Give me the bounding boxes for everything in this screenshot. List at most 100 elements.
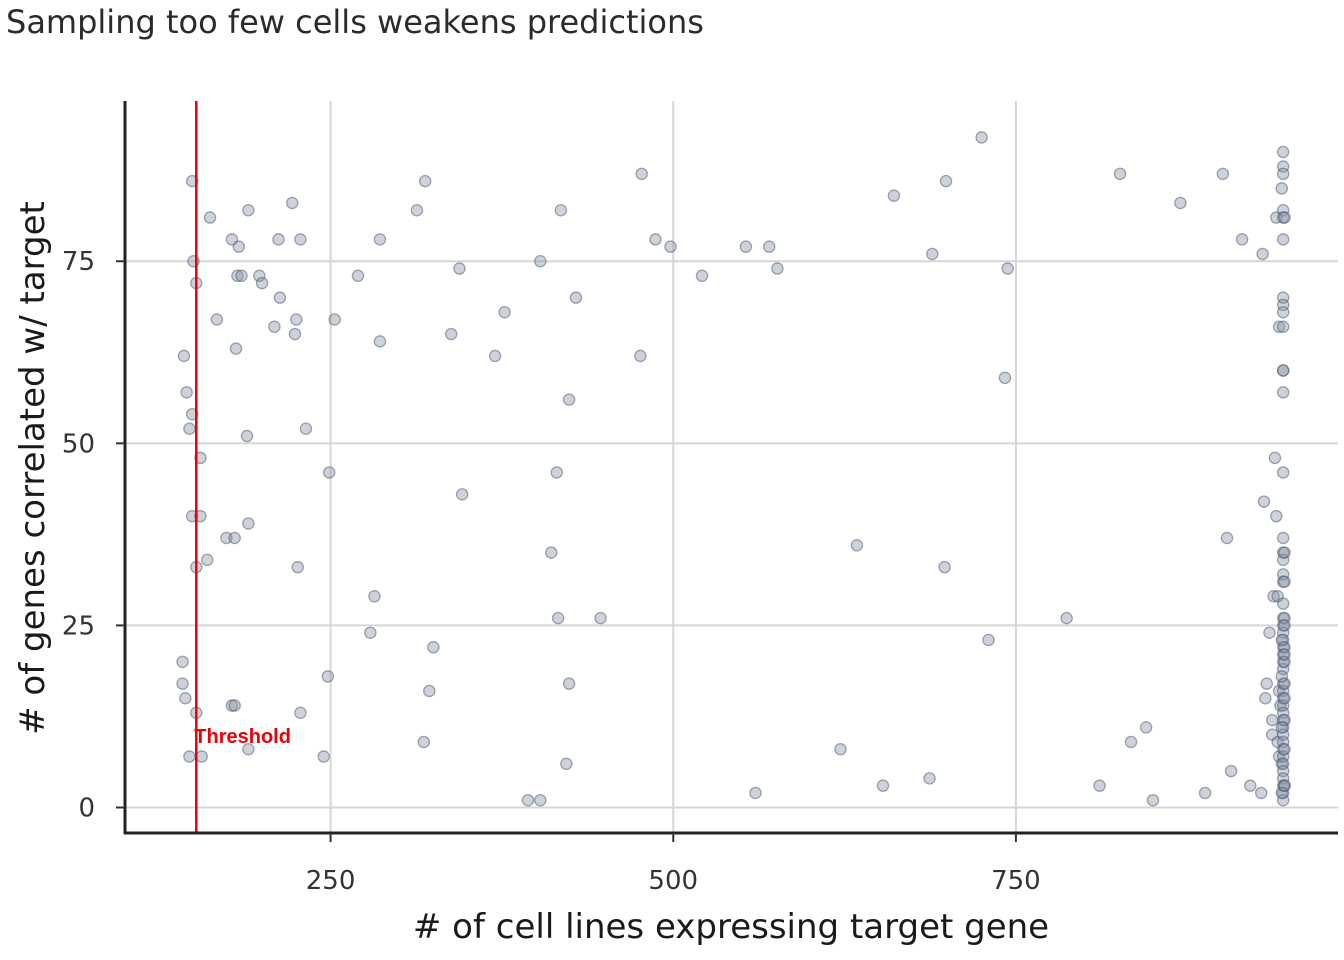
data-point-23 [242, 204, 255, 217]
data-point-3 [185, 407, 199, 421]
data-point-95 [998, 371, 1012, 385]
data-point-107 [1224, 764, 1238, 778]
data-point-98 [1093, 779, 1106, 792]
data-point-106 [1220, 531, 1234, 545]
data-point-52 [373, 233, 387, 246]
data-point-75 [594, 611, 607, 625]
data-point-29 [285, 196, 299, 210]
data-point-188 [1275, 786, 1289, 800]
data-point-109 [1244, 779, 1257, 792]
chart-title: Sampling too few cells weakens predictio… [6, 3, 704, 41]
data-point-61 [455, 488, 469, 501]
data-point-143 [1276, 466, 1290, 479]
data-point-141 [1276, 364, 1290, 377]
x-tick-label-250: 250 [306, 866, 356, 896]
data-point-88 [887, 189, 901, 202]
data-point-140 [1276, 320, 1290, 334]
data-point-59 [444, 327, 458, 341]
data-point-35 [176, 655, 189, 669]
data-point-114 [1260, 677, 1273, 690]
data-point-49 [351, 269, 365, 283]
data-point-20 [229, 342, 243, 355]
data-point-65 [534, 793, 547, 807]
data-point-129 [1275, 182, 1289, 195]
data-point-25 [255, 276, 269, 290]
data-point-18 [231, 269, 244, 283]
data-points [176, 131, 1291, 807]
data-point-48 [328, 313, 341, 326]
data-point-53 [373, 335, 387, 348]
data-point-63 [498, 305, 511, 319]
data-point-86 [850, 539, 864, 552]
data-point-15 [228, 531, 241, 545]
data-point-103 [1174, 196, 1187, 210]
data-point-70 [554, 204, 568, 217]
y-tick-label-75: 75 [62, 247, 95, 277]
data-point-84 [771, 262, 784, 275]
data-point-62 [488, 349, 502, 363]
data-point-187 [1275, 721, 1289, 734]
data-point-19 [235, 269, 248, 283]
data-point-93 [975, 131, 988, 144]
data-point-89 [923, 772, 936, 785]
data-point-99 [1113, 167, 1127, 181]
data-point-142 [1276, 386, 1290, 399]
data-point-60 [453, 262, 466, 275]
data-point-102 [1146, 793, 1160, 807]
data-point-144 [1276, 531, 1290, 545]
data-point-92 [939, 174, 953, 188]
data-point-111 [1256, 247, 1269, 261]
data-point-50 [364, 626, 377, 639]
data-point-91 [938, 560, 951, 574]
data-point-28 [273, 291, 287, 304]
data-point-119 [1268, 451, 1282, 465]
data-point-55 [418, 174, 432, 188]
data-point-112 [1257, 495, 1271, 508]
data-point-180 [1278, 677, 1291, 690]
data-point-42 [228, 699, 241, 712]
data-point-186 [1275, 670, 1289, 683]
data-point-54 [410, 204, 424, 217]
data-point-24 [253, 269, 266, 283]
data-point-13 [200, 553, 214, 567]
data-point-21 [240, 429, 254, 443]
data-point-101 [1139, 721, 1153, 734]
data-point-90 [926, 247, 939, 261]
data-point-108 [1235, 233, 1249, 246]
threshold-label: Threshold [194, 726, 291, 748]
data-point-64 [521, 793, 535, 807]
data-point-104 [1198, 786, 1212, 800]
data-point-68 [550, 466, 563, 479]
data-point-67 [545, 546, 558, 559]
data-point-66 [534, 254, 547, 268]
data-point-4 [185, 174, 199, 188]
data-point-97 [1060, 611, 1073, 625]
data-point-124 [1272, 320, 1286, 334]
data-point-22 [242, 517, 255, 530]
data-point-76 [634, 349, 647, 363]
data-point-118 [1267, 590, 1280, 603]
data-point-17 [232, 240, 246, 253]
data-point-26 [268, 320, 281, 334]
data-point-30 [288, 327, 302, 341]
data-point-7 [203, 211, 217, 224]
data-point-71 [560, 757, 573, 771]
x-axis-title: # of cell lines expressing target gene [413, 907, 1049, 947]
data-point-149 [1276, 597, 1290, 610]
data-point-181 [1278, 692, 1291, 705]
data-point-79 [664, 240, 677, 253]
data-point-8 [210, 313, 224, 326]
data-point-185 [1275, 633, 1289, 647]
data-point-110 [1254, 786, 1268, 800]
data-point-131 [1276, 145, 1290, 159]
data-point-191 [1278, 648, 1291, 661]
data-point-2 [183, 422, 196, 436]
data-point-133 [1276, 167, 1290, 181]
data-point-57 [423, 684, 436, 698]
data-point-139 [1276, 305, 1290, 319]
data-point-11 [194, 451, 207, 465]
data-point-189 [1278, 211, 1291, 224]
data-point-94 [982, 633, 995, 647]
data-point-56 [417, 735, 431, 749]
